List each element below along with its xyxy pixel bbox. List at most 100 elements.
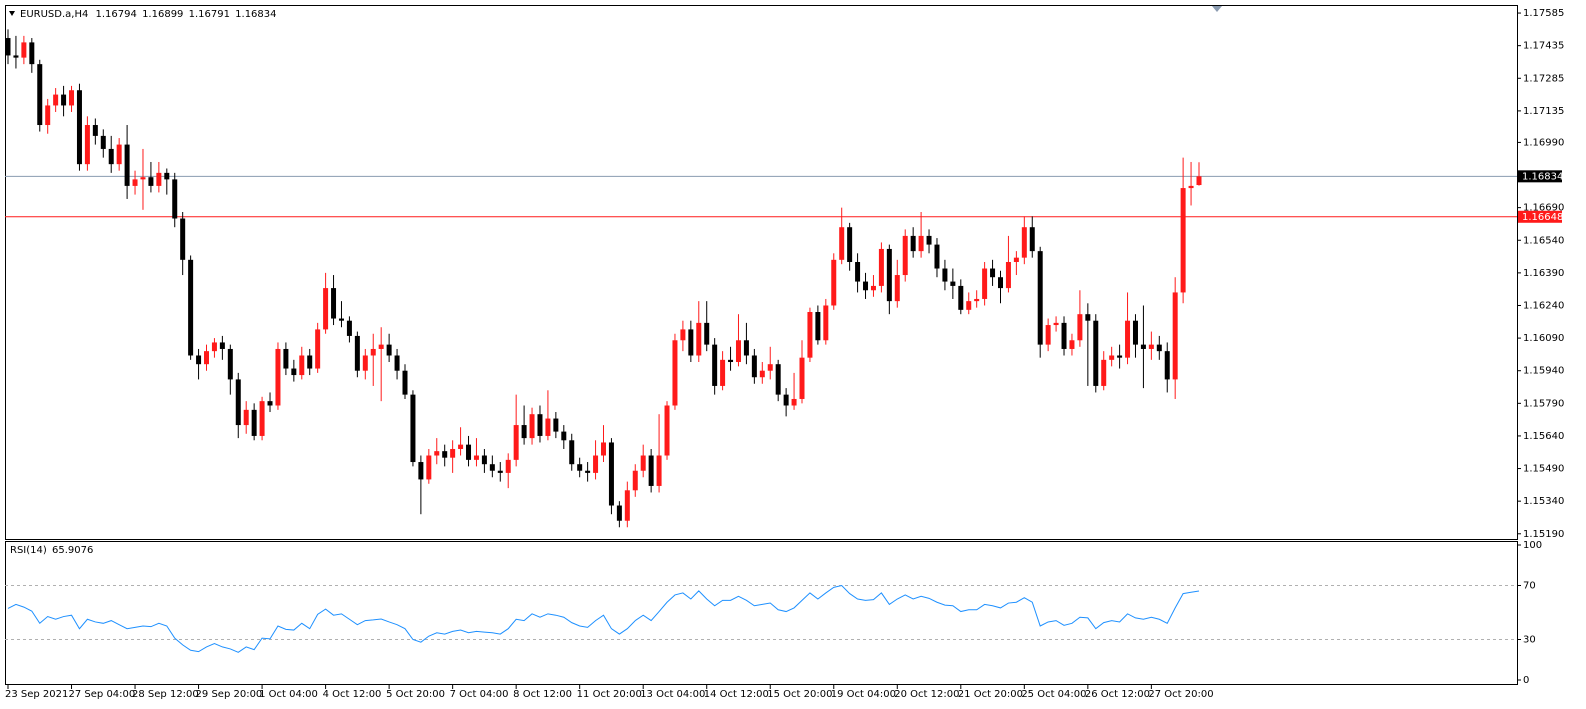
candle-body — [1045, 325, 1051, 345]
candle-body — [61, 94, 67, 106]
candle-body — [831, 259, 837, 306]
x-tick-label: 27 Sep 04:00 — [69, 689, 136, 700]
candle-body — [473, 455, 479, 460]
y-tick-label: 1.17585 — [1523, 8, 1564, 19]
candle-body — [1029, 227, 1035, 252]
candle-body — [37, 64, 43, 126]
candle-body — [577, 464, 583, 471]
candle-body — [839, 227, 845, 260]
candle-body — [410, 394, 416, 463]
x-tick-label: 14 Oct 12:00 — [704, 689, 769, 700]
candle-body — [958, 285, 964, 310]
candle-body — [735, 340, 741, 363]
rsi-line — [7, 584, 1200, 653]
candle-body — [878, 248, 884, 286]
candle-body — [1148, 344, 1154, 349]
candle-body — [156, 172, 162, 186]
chart-header: EURUSD.a,H4 1.16794 1.16899 1.16791 1.16… — [20, 9, 277, 20]
symbol: EURUSD.a,H4 — [20, 9, 88, 20]
candle-body — [910, 235, 916, 252]
candle-body — [632, 470, 638, 491]
x-tick-label: 1 Oct 04:00 — [259, 689, 318, 700]
candle-body — [442, 451, 448, 458]
y-tick-label: 1.17285 — [1523, 73, 1564, 84]
level-label-box — [1518, 210, 1562, 223]
y-tick-label: 1.16990 — [1523, 137, 1564, 148]
candle-body — [164, 172, 170, 180]
candle-body — [219, 342, 225, 349]
candle-body — [124, 144, 130, 186]
candle-body — [553, 418, 559, 432]
candle-body — [1061, 322, 1067, 349]
candle-body — [855, 261, 861, 282]
candle-body — [513, 425, 519, 460]
candle-body — [974, 298, 980, 302]
candle-body — [918, 235, 924, 252]
candle-body — [362, 355, 368, 371]
candle-body — [1196, 176, 1202, 186]
candle-body — [1132, 320, 1138, 345]
candle-body — [291, 368, 297, 376]
y-tick-label: 1.15640 — [1523, 431, 1564, 442]
candle-body — [346, 320, 352, 336]
candle-body — [1180, 188, 1186, 293]
candle-body — [616, 505, 622, 521]
candle-body — [664, 405, 670, 456]
candle-body — [886, 248, 892, 302]
candle-body — [1037, 251, 1043, 345]
high-value: 1.16899 — [142, 9, 183, 20]
price-label: 1.16834 — [1522, 171, 1563, 182]
candle-body — [1053, 322, 1059, 326]
candle-body — [1109, 355, 1115, 360]
rsi-panel-frame — [5, 541, 1518, 685]
rsi-value: 65.9076 — [52, 545, 93, 556]
candle-body — [990, 268, 996, 278]
candle-body — [537, 414, 543, 436]
candle-body — [751, 355, 757, 378]
candle-body — [902, 235, 908, 276]
candle-body — [601, 442, 606, 456]
low-value: 1.16791 — [189, 9, 230, 20]
candle-body — [323, 288, 329, 330]
open-value: 1.16794 — [96, 9, 137, 20]
y-tick-label: 30 — [1523, 635, 1536, 646]
candle-body — [545, 418, 551, 436]
candle-body — [299, 355, 305, 376]
candle-body — [251, 409, 257, 436]
candle-body — [815, 312, 821, 341]
y-tick-label: 1.16540 — [1523, 235, 1564, 246]
candle-body — [712, 344, 718, 386]
x-tick-label: 27 Oct 20:00 — [1148, 689, 1213, 700]
candle-body — [481, 455, 487, 465]
candle-body — [934, 244, 940, 269]
candle-body — [69, 90, 75, 106]
y-tick-label: 1.17435 — [1523, 41, 1564, 52]
candle-body — [998, 277, 1003, 289]
menu-arrow[interactable] — [9, 11, 15, 16]
candle-body — [188, 259, 194, 356]
candle-body — [775, 364, 781, 395]
y-tick-label: 1.16690 — [1523, 203, 1564, 214]
candle-body — [243, 409, 249, 426]
candle-body — [585, 470, 591, 473]
candle-body — [100, 135, 106, 149]
x-tick-label: 5 Oct 20:00 — [386, 689, 445, 700]
y-tick-label: 1.16090 — [1523, 333, 1564, 344]
candle-body — [982, 268, 988, 299]
candle-body — [688, 329, 694, 356]
y-tick-label: 1.15490 — [1523, 464, 1564, 475]
candle-body — [426, 455, 432, 480]
y-tick-label: 1.15190 — [1523, 529, 1564, 540]
candle-body — [696, 322, 702, 356]
y-tick-label: 1.15790 — [1523, 398, 1564, 409]
candle-body — [672, 340, 678, 406]
candle-body — [489, 464, 495, 471]
candle-body — [315, 329, 321, 369]
candle-body — [847, 227, 853, 262]
x-tick-label: 13 Oct 04:00 — [640, 689, 705, 700]
candle-body — [870, 285, 876, 291]
candle-body — [45, 105, 51, 126]
candle-body — [116, 144, 122, 165]
candle-body — [53, 94, 59, 106]
